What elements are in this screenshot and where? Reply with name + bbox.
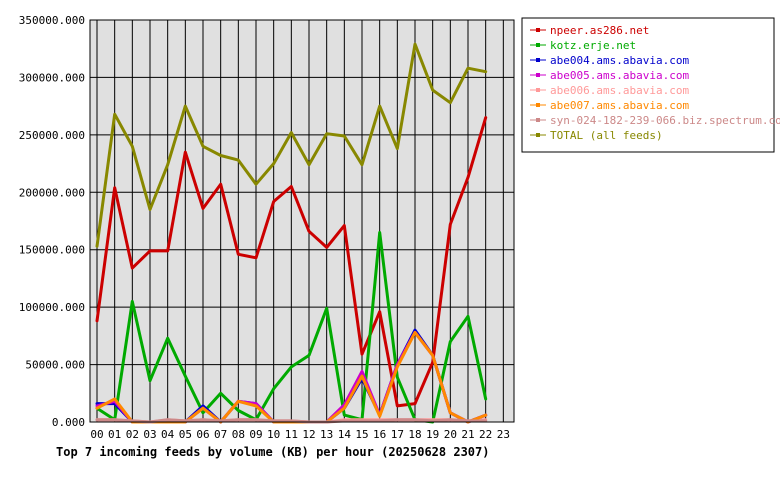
legend-item: abe005.ams.abavia.com	[530, 69, 689, 82]
legend-item: abe004.ams.abavia.com	[530, 54, 689, 67]
x-tick-label: 04	[161, 428, 175, 441]
x-tick-label: 12	[302, 428, 315, 441]
legend-label: syn-024-182-239-066.biz.spectrum.com	[550, 114, 780, 127]
y-tick-label: 100000.000	[19, 301, 85, 314]
series-line-7	[95, 42, 488, 248]
x-tick-label: 15	[355, 428, 368, 441]
x-tick-label: 07	[214, 428, 227, 441]
x-tick-label: 20	[444, 428, 457, 441]
legend-marker	[536, 88, 540, 92]
legend-label: abe006.ams.abavia.com	[550, 84, 689, 97]
y-tick-label: 150000.000	[19, 244, 85, 257]
x-tick-label: 06	[196, 428, 209, 441]
legend-label: abe007.ams.abavia.com	[550, 99, 689, 112]
x-tick-label: 05	[179, 428, 192, 441]
x-tick-label: 11	[285, 428, 298, 441]
series-line-6	[95, 418, 488, 424]
x-tick-label: 10	[267, 428, 280, 441]
x-tick-label: 16	[373, 428, 386, 441]
legend-marker	[536, 118, 540, 122]
y-tick-label: 250000.000	[19, 129, 85, 142]
y-tick-label: 350000.000	[19, 14, 85, 27]
legend-label: kotz.erje.net	[550, 39, 636, 52]
legend-label: abe005.ams.abavia.com	[550, 69, 689, 82]
legend-marker	[536, 43, 540, 47]
legend-marker	[536, 133, 540, 137]
y-tick-label: 50000.000	[25, 359, 85, 372]
y-tick-label: 200000.000	[19, 186, 85, 199]
y-axis-ticks: 0.000 50000.000 100000.000 150000.000 200000…	[19, 14, 85, 429]
legend-label: npeer.as286.net	[550, 24, 649, 37]
x-tick-label: 00	[90, 428, 103, 441]
legend-marker	[536, 58, 540, 62]
x-tick-label: 23	[497, 428, 510, 441]
x-tick-label: 03	[143, 428, 156, 441]
x-tick-label: 22	[479, 428, 492, 441]
legend-marker	[536, 103, 540, 107]
legend-marker	[536, 73, 540, 77]
x-tick-label: 17	[391, 428, 404, 441]
y-tick-label: 0.000	[52, 416, 85, 429]
x-tick-label: 09	[249, 428, 262, 441]
legend-item: kotz.erje.net	[530, 39, 636, 52]
plot-frame	[89, 19, 515, 423]
x-tick-label: 14	[338, 428, 352, 441]
x-tick-label: 01	[108, 428, 121, 441]
legend-item: TOTAL (all feeds)	[530, 129, 663, 142]
x-tick-label: 18	[408, 428, 421, 441]
legend-box	[521, 17, 775, 153]
legend-item: abe006.ams.abavia.com	[530, 84, 689, 97]
legend-item: syn-024-182-239-066.biz.spectrum.com	[530, 114, 780, 127]
x-tick-label: 08	[232, 428, 245, 441]
y-tick-label: 300000.000	[19, 71, 85, 84]
x-tick-label: 13	[320, 428, 333, 441]
legend-label: abe004.ams.abavia.com	[550, 54, 689, 67]
legend-item: abe007.ams.abavia.com	[530, 99, 689, 112]
legend-marker	[536, 28, 540, 32]
x-tick-label: 19	[426, 428, 439, 441]
legend-label: TOTAL (all feeds)	[550, 129, 663, 142]
legend: npeer.as286.net kotz.erje.net abe004.ams.a…	[530, 24, 780, 142]
x-tick-label: 21	[461, 428, 474, 441]
chart-title: Top 7 incoming feeds by volume (KB) per …	[56, 445, 489, 459]
legend-item: npeer.as286.net	[530, 24, 649, 37]
x-tick-label: 02	[126, 428, 139, 441]
x-axis-ticks: 00 01 02 03 04 05 06 07 08 09 10 11 12 13 14 15 16 17 18 19…	[90, 428, 510, 441]
series-line-0	[95, 116, 488, 408]
